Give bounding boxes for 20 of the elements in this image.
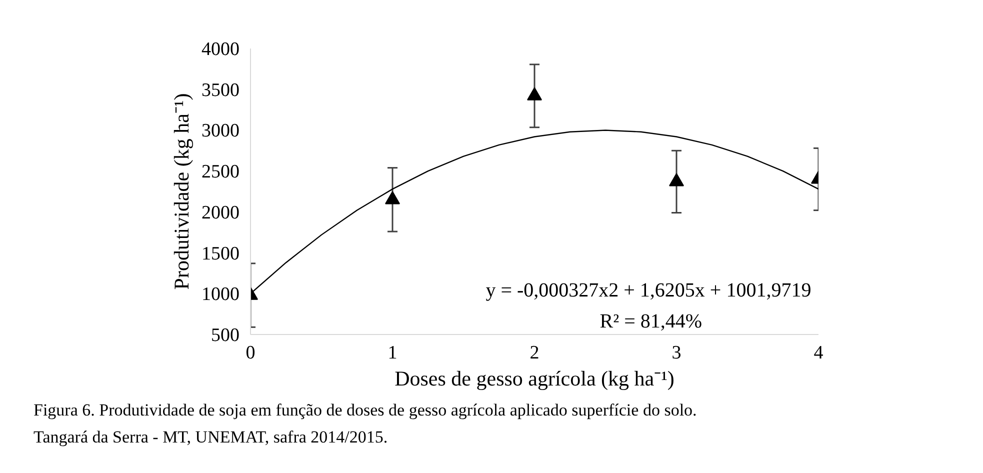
- y-tick-label: 2000: [202, 202, 240, 224]
- annotation: R² = 81,44%: [600, 310, 702, 332]
- x-tick-label: 4: [814, 342, 824, 364]
- x-tick-label: 2: [530, 342, 540, 364]
- y-tick-label: 1000: [202, 284, 240, 306]
- x-tick-label: 3: [672, 342, 682, 364]
- y-tick-label: 3000: [202, 120, 240, 142]
- y-tick-label: 2500: [202, 162, 240, 183]
- text: Figura 6. Produtividade de soja em função de doses de gesso agrícola aplicado superfície do solo.: [34, 400, 697, 420]
- annotation: y = -0,000327x2 + 1,6205x + 1001,9719: [486, 279, 812, 302]
- x-tick-label: 0: [246, 342, 256, 364]
- x-tick-label: 1: [388, 342, 398, 364]
- y-tick-label: 3500: [202, 80, 240, 101]
- y-tick-label: 4000: [202, 39, 240, 60]
- x-axis-title: Doses de gesso agrícola (kg ha⁻¹): [394, 366, 674, 390]
- text: Tangará da Serra - MT, UNEMAT, safra 2014/2015.: [34, 428, 388, 446]
- y-tick-label: 500: [211, 325, 240, 346]
- y-tick-label: 1500: [202, 243, 240, 264]
- point: [527, 87, 542, 100]
- y-axis-title: Produtividade (kg ha⁻¹): [170, 93, 194, 290]
